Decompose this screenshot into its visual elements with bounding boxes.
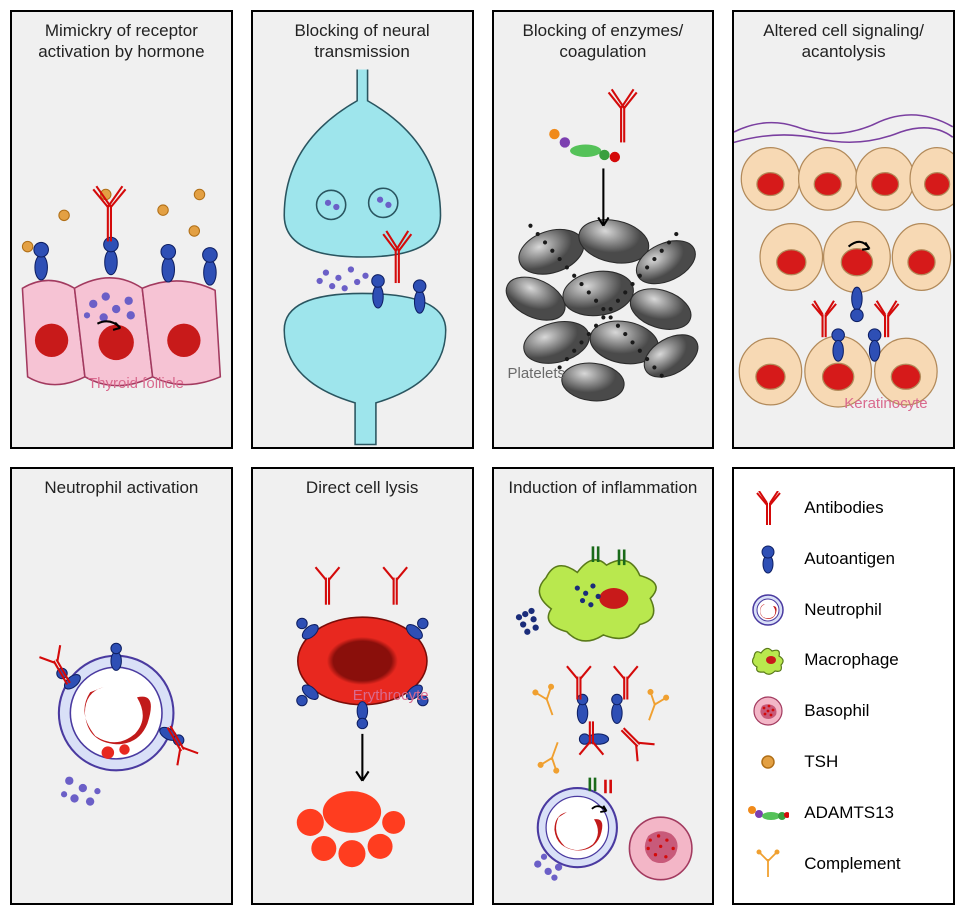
- antibody-icon: [746, 491, 790, 525]
- panel-body: [253, 67, 472, 447]
- legend-label: Autoantigen: [804, 549, 895, 569]
- panel-title: Mimickry of receptor activation by hormo…: [12, 12, 231, 67]
- legend-item-basophil: Basophil: [746, 692, 941, 730]
- legend-label: Macrophage: [804, 650, 899, 670]
- caption-erythrocyte: Erythrocyte: [353, 687, 429, 704]
- autoantigen-icon: [746, 544, 790, 574]
- panel-lysis: Direct cell lysis: [251, 467, 474, 906]
- caption-thyroid: Thyroid follicle: [88, 375, 184, 392]
- tsh-icon: [746, 752, 790, 772]
- panel-neural: Blocking of neural transmission: [251, 10, 474, 449]
- panel-neutrophil: Neutrophil activation: [10, 467, 233, 906]
- neutrophil-icon: [746, 593, 790, 627]
- panel-body: [494, 502, 713, 903]
- macrophage-icon: [746, 645, 790, 675]
- legend-item-antibody: Antibodies: [746, 489, 941, 527]
- legend-panel: Antibodies Autoantigen Neutrophil Macrop…: [732, 467, 955, 906]
- adamts-icon: [746, 803, 790, 823]
- caption-keratinocyte: Keratinocyte: [844, 395, 927, 412]
- panel-body: Platelets: [494, 67, 713, 447]
- legend-label: TSH: [804, 752, 838, 772]
- legend-item-autoantigen: Autoantigen: [746, 540, 941, 578]
- complement-icon: [746, 849, 790, 879]
- panel-title: Altered cell signaling/ acantolysis: [734, 12, 953, 67]
- legend-label: ADAMTS13: [804, 803, 894, 823]
- panel-body: [12, 502, 231, 903]
- legend-label: Neutrophil: [804, 600, 882, 620]
- panel-title: Blocking of neural transmission: [253, 12, 472, 67]
- panel-title: Direct cell lysis: [300, 469, 424, 502]
- legend-item-complement: Complement: [746, 845, 941, 883]
- legend-item-tsh: TSH: [746, 743, 941, 781]
- panel-body: Erythrocyte: [253, 502, 472, 903]
- panel-enzymes: Blocking of enzymes/ coagulation: [492, 10, 715, 449]
- legend-item-adamts: ADAMTS13: [746, 794, 941, 832]
- legend-label: Basophil: [804, 701, 869, 721]
- legend-item-macrophage: Macrophage: [746, 641, 941, 679]
- panel-title: Neutrophil activation: [38, 469, 204, 502]
- figure-grid: Mimickry of receptor activation by hormo…: [0, 0, 965, 915]
- caption-platelets: Platelets: [508, 365, 566, 382]
- panel-mimickry: Mimickry of receptor activation by hormo…: [10, 10, 233, 449]
- panel-body: Thyroid follicle: [12, 67, 231, 447]
- legend-label: Complement: [804, 854, 900, 874]
- panel-title: Induction of inflammation: [502, 469, 703, 502]
- legend-label: Antibodies: [804, 498, 883, 518]
- legend-item-neutrophil: Neutrophil: [746, 591, 941, 629]
- panel-title: Blocking of enzymes/ coagulation: [494, 12, 713, 67]
- panel-acantolysis: Altered cell signaling/ acantolysis: [732, 10, 955, 449]
- panel-body: Keratinocyte: [734, 67, 953, 447]
- basophil-icon: [746, 695, 790, 727]
- panel-inflammation: Induction of inflammation: [492, 467, 715, 906]
